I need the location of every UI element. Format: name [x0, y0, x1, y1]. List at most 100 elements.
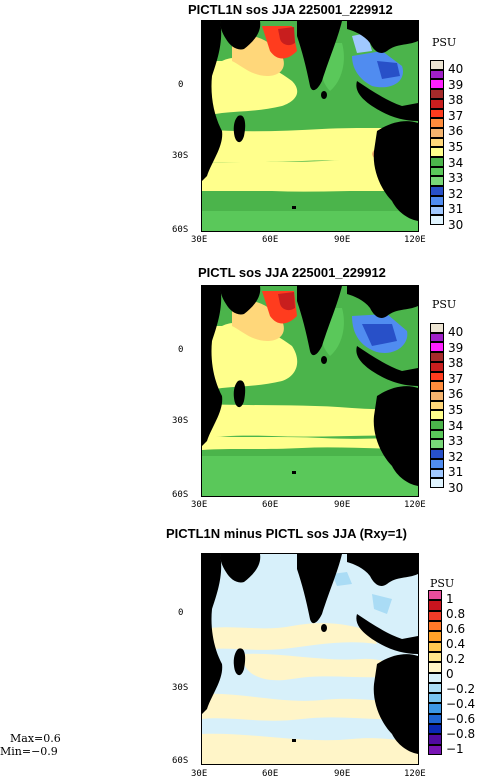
- panel-3-lat-60s: 60S: [172, 756, 189, 766]
- panel-3-lon-120e: 120E: [404, 769, 426, 779]
- panel-1-colorbar: [430, 60, 444, 225]
- stats-min: Min=−0.9: [0, 745, 58, 758]
- colorbar-swatch: [428, 590, 442, 601]
- panel-2-unit: PSU: [432, 298, 457, 311]
- colorbar-label: 40: [448, 62, 464, 76]
- colorbar-swatch: [430, 79, 444, 90]
- colorbar-swatch: [428, 620, 442, 632]
- colorbar-swatch: [430, 137, 444, 148]
- colorbar-label: 36: [448, 387, 464, 402]
- panel-1-lon-30e: 30E: [191, 235, 208, 245]
- colorbar-label: 38: [448, 356, 464, 371]
- colorbar-label: 32: [448, 186, 464, 201]
- panel-2-lon-30e: 30E: [191, 500, 208, 510]
- colorbar-swatch: [430, 108, 444, 119]
- colorbar-label: 37: [448, 371, 464, 386]
- panel-1-lon-120e: 120E: [404, 235, 426, 245]
- colorbar-label: −0.8: [446, 727, 476, 741]
- colorbar-swatch: [430, 186, 444, 196]
- colorbar-label: 39: [448, 340, 464, 355]
- colorbar-swatch: [430, 69, 444, 80]
- panel-2-lat-60s: 60S: [172, 490, 189, 500]
- panel-1-lon-90e: 90E: [334, 235, 351, 245]
- colorbar-swatch: [428, 600, 442, 611]
- colorbar-label: 32: [448, 449, 464, 464]
- panel-2: PICTL sos JJA 225001_229912 0 30S 60S: [0, 263, 477, 525]
- panel-2-map: [201, 285, 419, 497]
- panel-1: PICTL1N sos JJA 225001_229912: [0, 0, 477, 262]
- stats-box: Max=0.6 Min=−0.9: [0, 732, 61, 758]
- colorbar-label: 0.4: [446, 637, 466, 651]
- colorbar-swatch: [430, 157, 444, 167]
- colorbar-swatch: [428, 610, 442, 621]
- colorbar-label: 0.8: [446, 607, 466, 621]
- colorbar-label: 0: [446, 667, 454, 681]
- panel-3-title: PICTL1N minus PICTL sos JJA (Rxy=1): [166, 526, 407, 541]
- colorbar-swatch: [428, 734, 442, 745]
- colorbar-swatch: [430, 332, 444, 343]
- colorbar-swatch: [428, 641, 442, 652]
- colorbar-swatch: [430, 449, 444, 459]
- colorbar-swatch: [430, 60, 444, 70]
- colorbar-label: 33: [448, 171, 464, 186]
- colorbar-label: 30: [448, 218, 464, 232]
- colorbar-label: 38: [448, 93, 464, 108]
- colorbar-swatch: [428, 703, 442, 714]
- colorbar-label: 40: [448, 325, 464, 339]
- colorbar-label: −1: [446, 742, 464, 756]
- colorbar-label: 0.2: [446, 652, 466, 666]
- colorbar-swatch: [428, 672, 442, 683]
- panel-3-unit: PSU: [430, 577, 455, 590]
- panel-1-lat-60s: 60S: [172, 225, 189, 235]
- colorbar-swatch: [428, 631, 442, 642]
- colorbar-swatch: [428, 713, 442, 725]
- colorbar-swatch: [430, 205, 444, 216]
- colorbar-label: 0.6: [446, 622, 466, 636]
- colorbar-label: 35: [448, 403, 464, 417]
- panel-3-colorbar: [428, 590, 442, 755]
- colorbar-swatch: [430, 361, 444, 372]
- colorbar-swatch: [428, 744, 442, 755]
- panel-3-lat-0: 0: [178, 608, 184, 618]
- panel-1-title: PICTL1N sos JJA 225001_229912: [188, 2, 393, 17]
- colorbar-swatch: [430, 195, 444, 206]
- panel-3-lon-60e: 60E: [262, 769, 279, 779]
- panel-2-lat-0: 0: [178, 345, 184, 355]
- panel-1-map: [201, 20, 419, 232]
- panel-2-title: PICTL sos JJA 225001_229912: [198, 265, 386, 280]
- colorbar-swatch: [430, 352, 444, 362]
- colorbar-swatch: [430, 166, 444, 177]
- colorbar-swatch: [428, 662, 442, 673]
- panel-2-lon-120e: 120E: [404, 500, 426, 510]
- colorbar-label: 36: [448, 124, 464, 139]
- colorbar-label: 30: [448, 481, 464, 495]
- colorbar-swatch: [430, 98, 444, 109]
- colorbar-swatch: [430, 400, 444, 411]
- panel-3-lat-30s: 30S: [172, 683, 189, 693]
- colorbar-label: 33: [448, 434, 464, 449]
- colorbar-label: 1: [446, 592, 454, 606]
- colorbar-label: 31: [448, 465, 464, 480]
- colorbar-swatch: [430, 439, 444, 450]
- panel-3-map: [201, 553, 419, 765]
- colorbar-swatch: [428, 693, 442, 704]
- colorbar-swatch: [430, 468, 444, 479]
- panel-3-lon-30e: 30E: [191, 769, 208, 779]
- colorbar-swatch: [430, 127, 444, 138]
- panel-2-lon-60e: 60E: [262, 500, 279, 510]
- colorbar-swatch: [428, 682, 442, 694]
- colorbar-label: −0.4: [446, 697, 476, 711]
- colorbar-swatch: [430, 429, 444, 440]
- colorbar-swatch: [430, 458, 444, 469]
- colorbar-label: 34: [448, 155, 464, 170]
- colorbar-swatch: [430, 176, 444, 187]
- colorbar-label: −0.6: [446, 712, 476, 726]
- colorbar-swatch: [430, 215, 444, 225]
- panel-1-unit: PSU: [432, 36, 457, 49]
- panel-1-lat-30s: 30S: [172, 151, 189, 161]
- colorbar-swatch: [430, 118, 444, 128]
- colorbar-swatch: [428, 651, 442, 663]
- colorbar-swatch: [430, 478, 444, 488]
- colorbar-swatch: [430, 371, 444, 382]
- colorbar-swatch: [430, 381, 444, 391]
